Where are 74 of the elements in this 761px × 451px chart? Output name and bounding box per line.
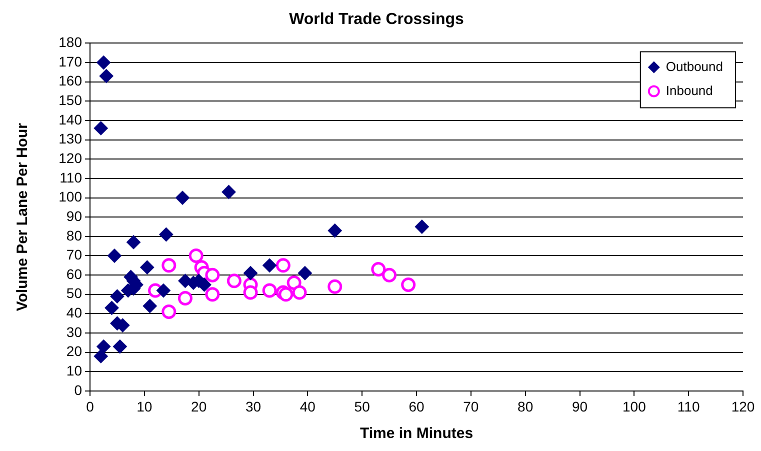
point bbox=[205, 287, 220, 302]
x-tick-label: 50 bbox=[354, 398, 370, 414]
legend-label: Inbound bbox=[666, 82, 713, 98]
point bbox=[104, 300, 119, 315]
point bbox=[414, 220, 429, 234]
y-tick-label: 140 bbox=[58, 111, 82, 128]
point bbox=[107, 248, 122, 263]
x-tick-label: 120 bbox=[731, 398, 755, 414]
point bbox=[328, 224, 342, 238]
y-tick-label: 150 bbox=[58, 92, 82, 108]
legend-label: Outbound bbox=[666, 58, 724, 74]
y-tick-label: 160 bbox=[58, 72, 82, 89]
y-tick-label: 50 bbox=[66, 285, 82, 302]
point bbox=[110, 289, 124, 304]
chart-title: World Trade Crossings bbox=[289, 11, 464, 28]
point bbox=[140, 260, 154, 274]
x-tick-label: 70 bbox=[463, 398, 479, 414]
point bbox=[188, 248, 204, 263]
y-tick-label: 100 bbox=[58, 188, 82, 205]
point bbox=[222, 184, 236, 199]
point bbox=[162, 258, 176, 273]
point bbox=[298, 266, 312, 280]
point bbox=[178, 291, 192, 306]
point bbox=[162, 304, 176, 320]
point bbox=[382, 268, 397, 282]
y-axis-title: Volume Per Lane Per Hour bbox=[14, 122, 32, 312]
point bbox=[243, 285, 258, 300]
point bbox=[112, 340, 127, 354]
point bbox=[328, 279, 342, 294]
point bbox=[401, 277, 416, 292]
y-tick-label: 60 bbox=[66, 266, 82, 282]
point bbox=[244, 266, 258, 280]
y-tick-label: 20 bbox=[66, 343, 82, 360]
y-tick-label: 0 bbox=[74, 382, 82, 398]
x-axis-title: Time in Minutes bbox=[360, 425, 474, 442]
point bbox=[226, 274, 242, 288]
y-tick-label: 110 bbox=[60, 169, 82, 186]
point bbox=[262, 258, 277, 272]
y-tick-label: 170 bbox=[58, 53, 82, 70]
y-tick-label: 40 bbox=[66, 304, 82, 321]
point bbox=[96, 56, 111, 70]
y-tick-label: 10 bbox=[66, 362, 82, 379]
x-tick-label: 20 bbox=[191, 398, 207, 414]
point bbox=[278, 287, 294, 302]
x-tick-label: 100 bbox=[622, 398, 646, 414]
point bbox=[176, 190, 190, 205]
point bbox=[94, 121, 108, 136]
point bbox=[94, 349, 108, 364]
y-tick-label: 180 bbox=[58, 34, 82, 50]
point bbox=[99, 69, 114, 84]
x-tick-label: 40 bbox=[300, 398, 316, 414]
point bbox=[292, 285, 307, 300]
y-tick-label: 130 bbox=[58, 130, 82, 147]
point bbox=[205, 268, 220, 282]
y-tick-label: 90 bbox=[66, 208, 82, 224]
point bbox=[159, 227, 174, 242]
x-tick-label: 90 bbox=[572, 398, 588, 414]
point bbox=[156, 284, 170, 298]
point bbox=[142, 298, 157, 313]
point bbox=[96, 340, 111, 354]
x-tick-label: 110 bbox=[677, 398, 700, 414]
x-tick-label: 80 bbox=[518, 398, 534, 414]
point bbox=[126, 235, 141, 250]
y-tick-label: 70 bbox=[66, 246, 82, 263]
point bbox=[371, 262, 386, 277]
y-tick-label: 120 bbox=[58, 150, 82, 166]
y-tick-label: 80 bbox=[66, 227, 82, 244]
x-tick-label: 30 bbox=[245, 398, 262, 414]
y-tick-label: 30 bbox=[66, 324, 82, 340]
x-tick-label: 60 bbox=[408, 398, 424, 414]
x-tick-label: 10 bbox=[136, 398, 152, 414]
x-tick-label: 0 bbox=[86, 398, 94, 414]
point bbox=[262, 283, 277, 298]
point bbox=[276, 258, 290, 273]
